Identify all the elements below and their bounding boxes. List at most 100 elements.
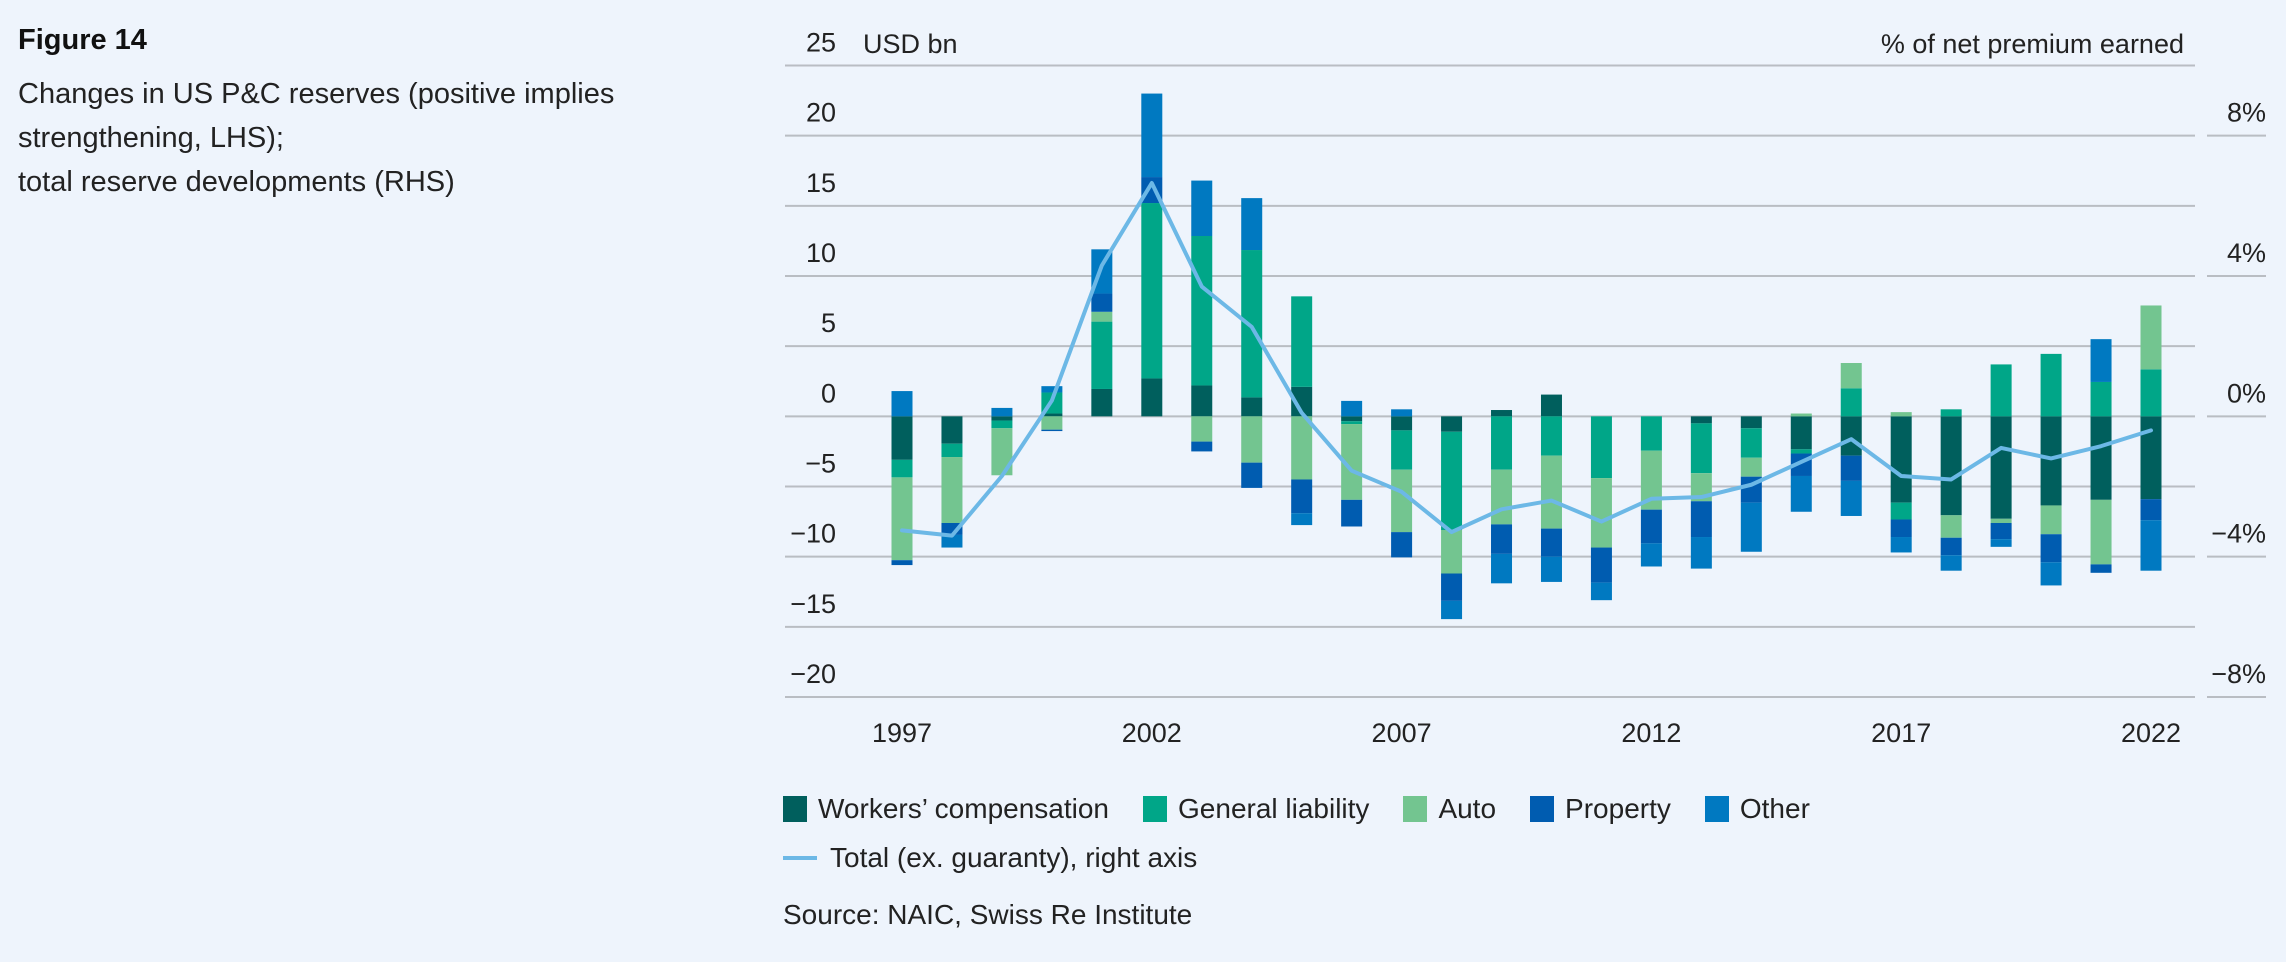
bar-segment-auto xyxy=(1041,416,1063,430)
total-line-path xyxy=(900,181,2153,538)
bar-segment-other xyxy=(1241,198,1263,251)
figure-title: Changes in US P&C reserves (positive imp… xyxy=(18,72,738,204)
legend-label: Workers’ compensation xyxy=(818,793,1110,824)
bar-segment-auto xyxy=(941,457,963,523)
bar-segment-auto xyxy=(1540,455,1562,529)
bar-segment-property xyxy=(1940,537,1962,556)
bar-segment-property xyxy=(2040,534,2062,563)
bar-segment-auto xyxy=(1940,515,1962,538)
bar-segment-workers-compensation xyxy=(1840,416,1862,456)
chart: 25 20 15 10 5 0 −5 −10 −15 −20 8% 4% 0% −4% −8% USD b… xyxy=(785,28,2266,748)
bar-segment-workers-compensation xyxy=(2140,416,2162,500)
bar-segment-property xyxy=(1241,462,1263,488)
bar-segment-general-liability xyxy=(1690,423,1712,474)
bar-segment-general-liability xyxy=(1241,250,1263,398)
y-tick-label: −20 xyxy=(790,659,836,689)
bar-segment-general-liability xyxy=(1640,416,1662,451)
bar-segment-workers-compensation xyxy=(991,416,1013,421)
y-tick-label: 25 xyxy=(806,28,836,58)
x-tick-label: 2007 xyxy=(1372,718,1432,748)
bar-segment-other xyxy=(1491,553,1513,584)
bar-stack-1999 xyxy=(991,407,1013,476)
bar-segment-general-liability xyxy=(1840,388,1862,417)
bar-stack-2018 xyxy=(1940,409,1962,571)
x-tick-label: 2002 xyxy=(1122,718,1182,748)
bar-stack-2005 xyxy=(1291,296,1313,526)
bar-segment-workers-compensation xyxy=(2040,416,2062,506)
bar-segment-property xyxy=(891,560,913,566)
bar-stack-2008 xyxy=(1441,416,1463,620)
bar-stack-2016 xyxy=(1840,363,1862,516)
y-axis-right-label: % of net premium earned xyxy=(1881,29,2184,59)
bar-segment-other xyxy=(1790,475,1812,512)
bar-segment-general-liability xyxy=(1540,416,1562,456)
bar-segment-property xyxy=(1890,519,1912,538)
bar-segment-workers-compensation xyxy=(1740,416,1762,429)
y2-tick-label: 8% xyxy=(2227,98,2266,128)
bar-segment-auto xyxy=(1391,469,1413,533)
bar-segment-property xyxy=(1990,522,2012,540)
x-tick-label: 1997 xyxy=(872,718,932,748)
bar-segment-property xyxy=(1840,455,1862,481)
y2-tick-label: −8% xyxy=(2211,659,2266,689)
bar-segment-auto xyxy=(891,477,913,561)
bar-segment-property xyxy=(1291,479,1313,514)
bar-segment-property xyxy=(2140,499,2162,521)
bar-segment-other xyxy=(1191,180,1213,237)
legend-label: General liability xyxy=(1178,793,1370,824)
bar-segment-general-liability xyxy=(1191,236,1213,386)
legend-item-general-liability: General liability xyxy=(1143,793,1369,825)
bar-stack-2012 xyxy=(1640,416,1662,567)
bar-stack-2009 xyxy=(1491,410,1513,584)
bar-segment-auto xyxy=(1241,416,1263,463)
bar-segment-general-liability xyxy=(1890,502,1912,520)
bar-segment-property xyxy=(1441,573,1463,601)
bar-segment-general-liability xyxy=(1940,409,1962,417)
legend-item-other: Other xyxy=(1704,793,1810,825)
bar-stack-2002 xyxy=(1141,93,1163,417)
bar-segment-auto xyxy=(1191,416,1213,442)
bar-segment-property xyxy=(941,522,963,535)
bar-segment-property xyxy=(1690,501,1712,538)
bar-stack-1998 xyxy=(941,416,963,548)
total-line xyxy=(900,181,2153,538)
bar-segment-general-liability xyxy=(1441,431,1463,531)
bar-segment-property xyxy=(2090,564,2112,573)
y-tick-label: 10 xyxy=(806,238,836,268)
bar-stack-2017 xyxy=(1890,412,1912,553)
bar-segment-workers-compensation xyxy=(1091,388,1113,417)
figure-label: Figure 14 xyxy=(18,24,147,56)
bar-segment-auto xyxy=(1840,363,1862,389)
y-axis-left: 25 20 15 10 5 0 −5 −10 −15 −20 xyxy=(790,28,836,690)
bar-segment-auto xyxy=(2140,305,2162,370)
legend-label: Property xyxy=(1565,793,1671,824)
bar-segment-general-liability xyxy=(1990,364,2012,417)
bar-segment-workers-compensation xyxy=(1391,416,1413,431)
bar-segment-property xyxy=(1191,441,1213,452)
bar-segment-auto xyxy=(1790,413,1812,417)
legend-item-total-line: Total (ex. guaranty), right axis xyxy=(783,842,1197,874)
bar-stack-2015 xyxy=(1790,413,1812,512)
bar-segment-workers-compensation xyxy=(1690,416,1712,424)
bar-segment-workers-compensation xyxy=(1540,394,1562,417)
y-tick-label: 0 xyxy=(821,378,836,408)
bar-segment-auto xyxy=(1491,469,1513,525)
x-tick-label: 2012 xyxy=(1621,718,1681,748)
bar-segment-general-liability xyxy=(1790,449,1812,454)
bar-segment-other xyxy=(1990,539,2012,547)
bar-segment-workers-compensation xyxy=(1141,378,1163,417)
legend-line-swatch xyxy=(783,856,817,860)
legend-swatch xyxy=(1530,796,1555,822)
x-tick-label: 2022 xyxy=(2121,718,2181,748)
bar-segment-auto xyxy=(1590,478,1612,548)
legend-swatch xyxy=(1143,796,1168,822)
legend: Workers’ compensation General liability … xyxy=(783,789,1844,887)
bar-segment-auto xyxy=(1640,450,1662,510)
bar-segment-auto xyxy=(1341,424,1363,500)
bar-segment-other xyxy=(2140,520,2162,571)
bar-segment-other xyxy=(1890,537,1912,553)
bar-segment-general-liability xyxy=(1341,421,1363,425)
bar-segment-property xyxy=(1540,528,1562,557)
figure-title-line: Changes in US P&C reserves (positive imp… xyxy=(18,78,615,110)
bar-stack-2019 xyxy=(1990,364,2012,547)
